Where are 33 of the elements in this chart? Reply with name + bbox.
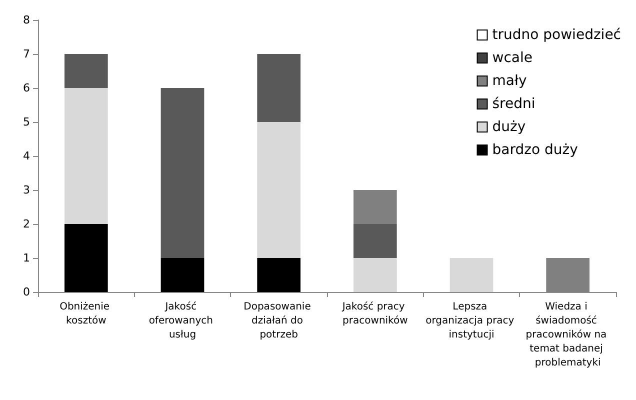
y-tick-label: 1 <box>23 252 30 264</box>
y-tick-label: 8 <box>23 14 30 26</box>
y-tick-label: 5 <box>23 116 30 128</box>
y-tick-label: 0 <box>23 286 30 298</box>
legend-label: średni <box>492 96 536 112</box>
bar <box>353 190 397 224</box>
x-tick-label: Wiedza i świadomość pracowników na temat badanej problematyki <box>526 302 610 368</box>
bar <box>353 258 397 292</box>
legend-label: duży <box>492 119 526 135</box>
x-tick-label: Dopasowanie działań do potrzeb <box>244 302 314 340</box>
x-tick-label: Jakość oferowanych usług <box>148 300 216 340</box>
bar <box>450 258 494 292</box>
legend-label: trudno powiedzieć <box>492 27 621 43</box>
y-tick-label: 2 <box>23 218 30 230</box>
bar <box>160 88 204 258</box>
y-tick-label: 4 <box>23 150 30 162</box>
legend-label: mały <box>492 73 527 89</box>
bar <box>257 122 301 258</box>
legend-label: bardzo duży <box>492 142 578 158</box>
y-tick-label: 7 <box>23 48 30 60</box>
bar <box>64 54 108 88</box>
bar <box>64 224 108 292</box>
y-tick-label: 6 <box>23 82 30 94</box>
legend-label: wcale <box>492 50 532 66</box>
x-tick-label: Lepsza organizacja pracy instytucji <box>426 302 518 340</box>
bar <box>257 54 301 122</box>
bar <box>257 258 301 292</box>
bar <box>64 88 108 224</box>
y-tick-label: 3 <box>23 184 30 196</box>
bar <box>353 224 397 258</box>
x-tick-label: Obniżenie kosztów <box>60 302 113 326</box>
x-tick-label: Jakość pracy pracowników <box>341 300 408 326</box>
bar <box>160 258 204 292</box>
